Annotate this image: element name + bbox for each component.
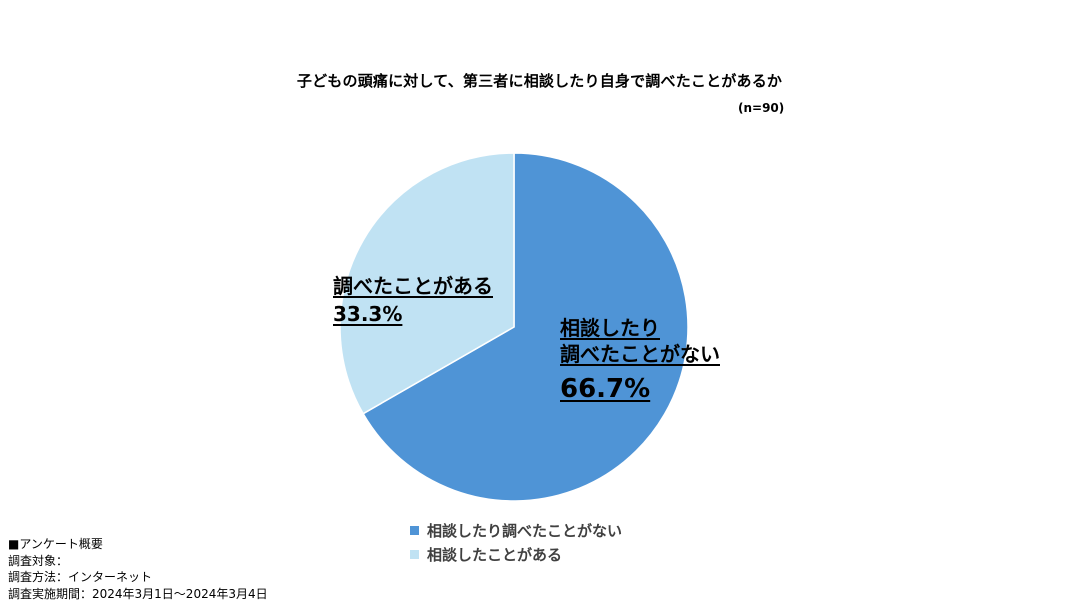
legend-item: 相談したり調べたことがない [410,518,622,542]
survey-overview: ■アンケート概要 調査対象： 調査方法：インターネット 調査実施期間：2024年… [8,536,268,602]
legend-label: 相談したり調べたことがない [427,521,623,540]
survey-method: 調査方法：インターネット [8,570,153,584]
slice-label-researched: 調べたことがある 33.3% [333,274,493,327]
legend-swatch [410,549,419,559]
legend: 相談したり調べたことがない 相談したことがある [410,518,622,566]
pie-slice [362,152,689,502]
legend-item: 相談したことがある [410,542,622,566]
chart-title: 子どもの頭痛に対して、第三者に相談したり自身で調べたことがあるか [296,72,783,90]
slice-label-not-consulted: 相談したり 調べたことがない 66.7% [560,316,720,406]
survey-target: 調査対象： [8,553,69,568]
legend-label: 相談したことがある [427,545,563,564]
pie-slice [339,152,515,415]
survey-heading: ■アンケート概要 [8,537,103,551]
survey-period: 調査実施期間：2024年3月1日～2024年3月4日 [8,586,268,601]
slice-label-text: 調べたことがない [560,341,720,366]
slice-label-text: 相談したり [560,316,660,340]
slice-label-text: 調べたことがある [333,274,493,298]
legend-swatch [410,525,419,535]
slice-value-label: 33.3% [333,301,403,326]
slice-value-label: 66.7% [560,374,651,405]
sample-size: (n=90) [738,101,785,115]
